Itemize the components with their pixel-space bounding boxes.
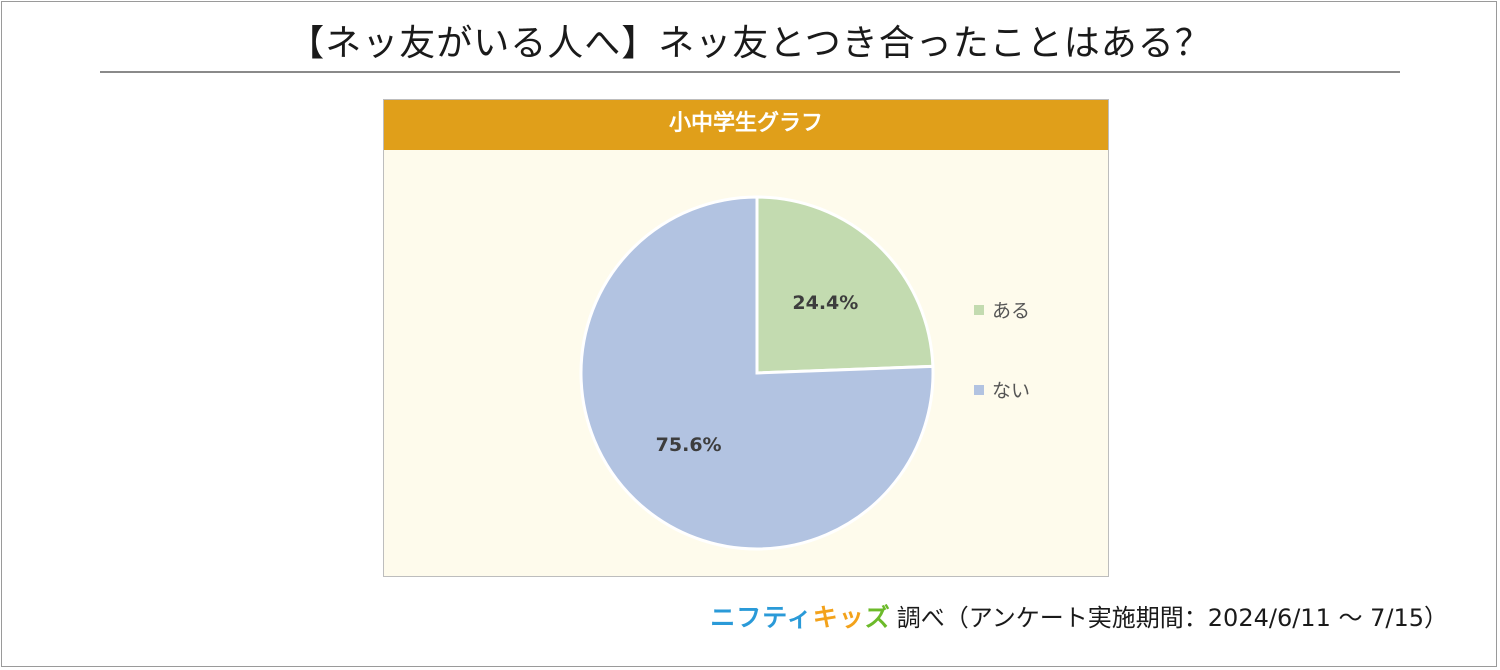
legend-label-1: ある [992,300,1030,322]
title-divider [100,71,1400,73]
pie-slice-2 [579,195,935,551]
footer-credit: ニフティキッズ 調べ（アンケート実施期間：2024/6/11 ～ 7/15） [710,598,1448,634]
page-title: 【ネッ友がいる人へ】ネッ友とつき合ったことはある？ [288,23,1212,64]
survey-period: 調べ（アンケート実施期間：2024/6/11 ～ 7/15） [896,604,1448,632]
chart-panel: 小中学生グラフ 24.4% 75.6% あるない [383,99,1109,577]
brand-logo-part3: ズ [864,603,891,632]
legend-swatch-2 [974,385,984,395]
slice-value-label-1: 24.4% [792,292,858,314]
brand-logo: ニフティキッズ [710,598,891,634]
legend-label-2: ない [992,380,1030,402]
slice-value-label-2: 75.6% [656,434,722,456]
pie-slice-1 [755,195,935,375]
brand-logo-part2: キッ [812,603,865,632]
legend-swatch-1 [974,305,984,315]
chart-title: 小中学生グラフ [384,100,1108,150]
brand-logo-part1: ニフティ [710,603,813,632]
